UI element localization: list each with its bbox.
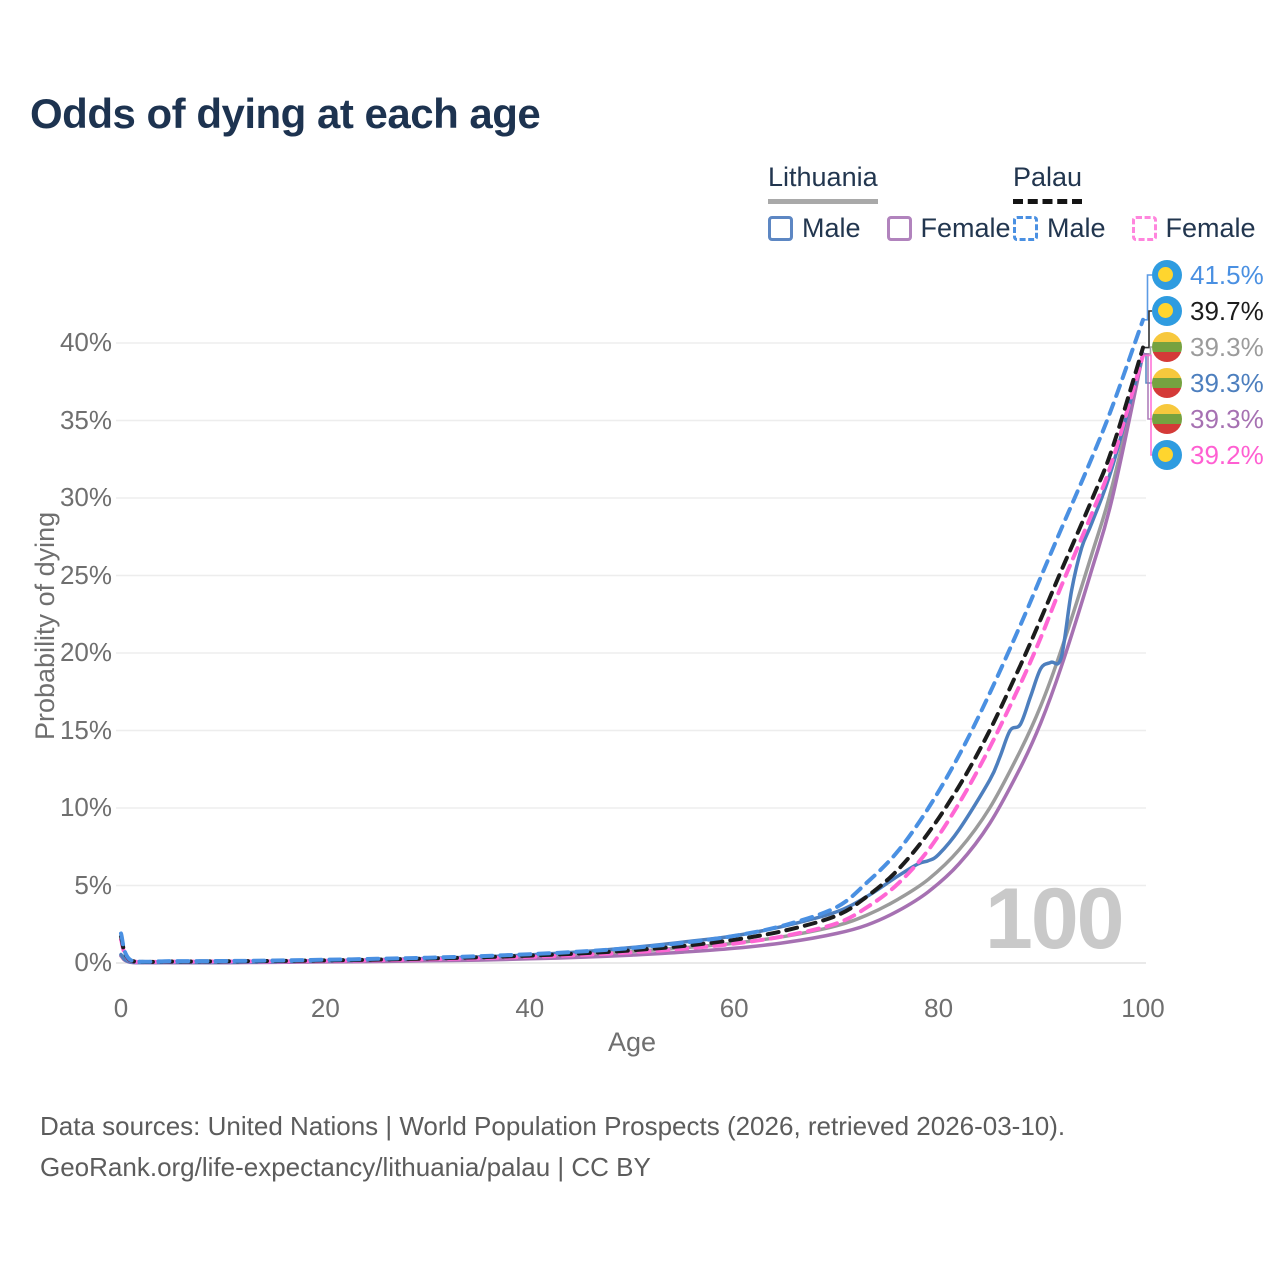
legend-country-palau: Palau xyxy=(1013,162,1083,204)
end-label-lithuania-male: 39.3% xyxy=(1152,365,1264,401)
lithuania-flag-icon xyxy=(1152,332,1182,362)
end-value-palau-male: 41.5% xyxy=(1190,259,1264,290)
end-value-lithuania-female: 39.3% xyxy=(1190,403,1264,434)
y-tick-0%: 0% xyxy=(74,947,112,977)
end-label-connector-palau-male xyxy=(1143,274,1152,321)
age-watermark: 100 xyxy=(985,871,1125,967)
end-label-lithuania-female: 39.3% xyxy=(1152,401,1264,437)
end-value-palau-total: 39.7% xyxy=(1190,295,1264,326)
y-tick-15%: 15% xyxy=(59,714,112,745)
legend-item-palau-male[interactable]: Male xyxy=(1013,213,1106,244)
x-tick-60: 60 xyxy=(719,993,749,1023)
x-tick-80: 80 xyxy=(924,993,954,1023)
palau-flag-icon xyxy=(1152,296,1182,326)
y-axis-title: Probability of dying xyxy=(30,511,60,740)
footer-sources-line: Data sources: United Nations | World Pop… xyxy=(40,1111,1066,1141)
palau-moon xyxy=(1158,267,1173,282)
palau-moon xyxy=(1158,447,1173,462)
palau-moon xyxy=(1158,303,1173,318)
end-label-palau-female: 39.2% xyxy=(1152,437,1264,473)
palau-female-checkbox[interactable] xyxy=(1131,216,1157,241)
end-label-lithuania-total: 39.3% xyxy=(1152,329,1264,365)
end-value-lithuania-male: 39.3% xyxy=(1190,367,1264,398)
end-label-connector-palau-total xyxy=(1143,310,1152,349)
y-tick-10%: 10% xyxy=(59,792,112,822)
footer: Data sources: United Nations | World Pop… xyxy=(40,1106,1065,1188)
legend-label-palau-male: Male xyxy=(1047,213,1106,243)
palau-flag-icon xyxy=(1152,260,1182,290)
x-tick-0: 0 xyxy=(113,993,129,1023)
legend-group-lithuania: Lithuania Male Female xyxy=(768,162,1011,244)
x-tick-40: 40 xyxy=(515,993,545,1023)
x-tick-100: 100 xyxy=(1121,993,1165,1023)
end-label-palau-male: 41.5% xyxy=(1152,257,1264,293)
y-tick-35%: 35% xyxy=(59,404,112,435)
lithuania-male-checkbox[interactable] xyxy=(768,216,793,241)
end-value-palau-female: 39.2% xyxy=(1190,439,1264,470)
legend-country-lithuania: Lithuania xyxy=(768,162,878,204)
end-label-palau-total: 39.7% xyxy=(1152,293,1264,329)
lithuania-flag-icon xyxy=(1152,404,1182,434)
legend-group-palau: Palau Male Female xyxy=(1013,162,1256,244)
y-tick-30%: 30% xyxy=(59,482,112,512)
end-value-lithuania-total: 39.3% xyxy=(1190,331,1264,362)
legend-item-lithuania-male[interactable]: Male xyxy=(768,213,861,244)
legend-label-palau-female: Female xyxy=(1165,213,1256,243)
y-tick-5%: 5% xyxy=(74,869,112,900)
x-axis-title: Age xyxy=(607,1027,657,1057)
palau-male-checkbox[interactable] xyxy=(1013,216,1038,241)
x-tick-20: 20 xyxy=(310,993,340,1023)
legend-label-lithuania-male: Male xyxy=(802,213,861,243)
legend-label-lithuania-female: Female xyxy=(920,213,1011,243)
footer-attribution-line: GeoRank.org/life-expectancy/lithuania/pa… xyxy=(40,1152,651,1182)
end-label-connector-palau-female xyxy=(1143,354,1152,456)
legend-item-lithuania-female[interactable]: Female xyxy=(886,213,1011,244)
legend-item-palau-female[interactable]: Female xyxy=(1131,213,1256,244)
y-tick-40%: 40% xyxy=(59,327,112,357)
lithuania-female-checkbox[interactable] xyxy=(886,216,912,241)
end-label-connector-lithuania-male xyxy=(1143,353,1152,384)
page-title: Odds of dying at each age xyxy=(30,90,541,137)
series-line-palau-male[interactable] xyxy=(119,317,1145,964)
end-label-connector-lithuania-total xyxy=(1143,346,1152,355)
lithuania-flag-icon xyxy=(1152,368,1182,398)
palau-flag-icon xyxy=(1152,440,1182,470)
y-tick-20%: 20% xyxy=(59,637,112,667)
end-label-connector-lithuania-female xyxy=(1143,353,1152,420)
y-tick-25%: 25% xyxy=(59,559,112,590)
